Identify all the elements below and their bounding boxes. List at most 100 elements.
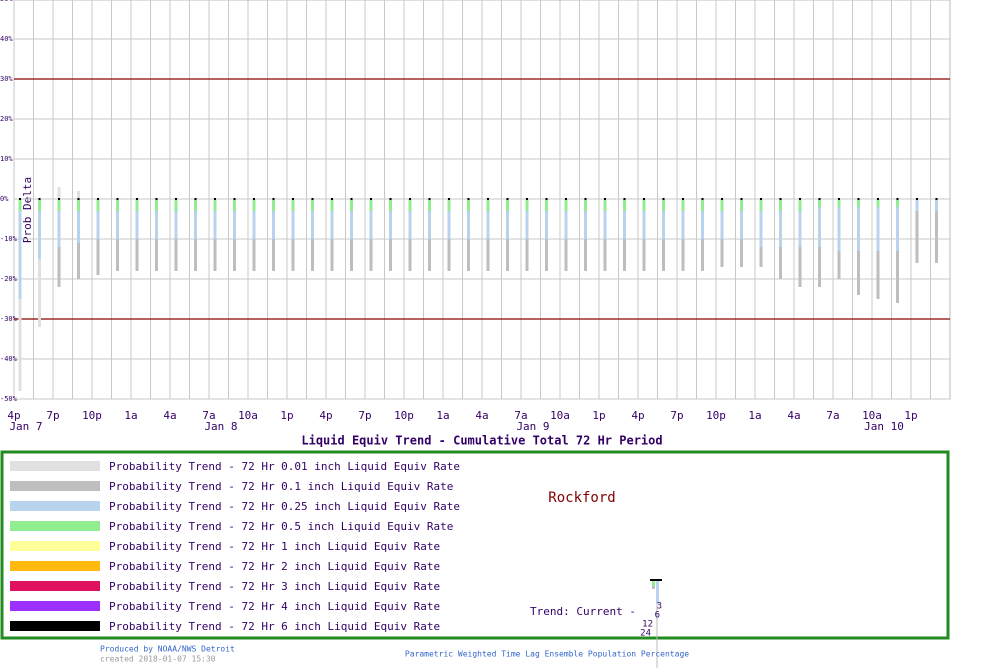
x-tick-label: 4p	[631, 409, 644, 422]
zero-dot	[19, 198, 21, 200]
trend-mini-bar	[652, 580, 655, 586]
bar	[330, 199, 334, 239]
x-date-label: Jan 8	[204, 420, 237, 433]
legend-label: Probability Trend - 72 Hr 0.5 inch Liqui…	[109, 520, 453, 533]
bar	[564, 199, 568, 211]
bar	[915, 199, 919, 263]
x-tick-label: 1p	[592, 409, 605, 422]
bar	[623, 199, 626, 211]
bar	[623, 199, 626, 239]
bar	[291, 199, 295, 211]
trend-hour: 24	[640, 629, 651, 639]
zero-dot	[701, 198, 704, 200]
trend-hour: 6	[655, 611, 660, 621]
bar	[798, 199, 802, 211]
zero-dot	[350, 198, 353, 200]
bar	[408, 199, 412, 239]
zero-dot	[409, 198, 411, 200]
bar	[18, 199, 22, 299]
bar	[662, 199, 665, 211]
legend-label: Probability Trend - 72 Hr 0.1 inch Liqui…	[109, 480, 453, 493]
bar	[876, 199, 880, 207]
y-tick-label: -20%	[0, 275, 18, 283]
zero-dot	[896, 198, 899, 200]
y-tick-label: 30%	[0, 75, 13, 83]
bar	[252, 199, 256, 239]
x-date-label: Jan 10	[864, 420, 904, 433]
zero-dot	[877, 198, 879, 200]
bar	[506, 199, 509, 211]
zero-dot	[916, 198, 918, 200]
bar	[681, 199, 685, 239]
x-tick-label: 7a	[202, 409, 215, 422]
zero-dot	[487, 198, 489, 200]
bar	[584, 199, 587, 211]
zero-dot	[838, 198, 840, 200]
bar	[38, 199, 41, 259]
bar	[311, 199, 314, 239]
bar	[116, 199, 119, 211]
y-tick-label: -50%	[0, 395, 18, 403]
zero-dot	[779, 198, 782, 200]
zero-dot	[97, 198, 99, 200]
bar	[389, 199, 392, 239]
bar	[233, 199, 236, 211]
zero-dot	[799, 198, 801, 200]
x-tick-label: 7p	[358, 409, 371, 422]
x-tick-label: 1a	[124, 409, 137, 422]
bar	[77, 191, 80, 199]
bar	[96, 199, 100, 211]
bar	[38, 199, 41, 211]
x-tick-label: 7p	[46, 409, 59, 422]
legend-label: Probability Trend - 72 Hr 2 inch Liquid …	[109, 560, 440, 573]
bar	[194, 199, 197, 239]
bar	[857, 199, 860, 251]
bar	[135, 199, 139, 211]
x-tick-label: 10p	[82, 409, 102, 422]
x-date-label: Jan 9	[516, 420, 549, 433]
zero-dot	[233, 198, 236, 200]
bar	[740, 199, 743, 211]
legend-swatch	[10, 501, 100, 511]
zero-dot	[77, 198, 80, 200]
bar	[213, 199, 217, 211]
zero-dot	[662, 198, 665, 200]
legend-label: Probability Trend - 72 Hr 4 inch Liquid …	[109, 600, 440, 613]
bar	[272, 199, 275, 239]
legend-swatch	[10, 581, 100, 591]
zero-dot	[253, 198, 255, 200]
zero-dot	[428, 198, 431, 200]
zero-dot	[331, 198, 333, 200]
x-tick-label: 4p	[7, 409, 20, 422]
y-tick-label: 20%	[0, 115, 13, 123]
bar	[155, 199, 158, 211]
created: created 2018-01-07 15:30	[100, 655, 216, 664]
legend-swatch	[10, 561, 100, 571]
x-tick-label: 7p	[670, 409, 683, 422]
bar	[57, 199, 61, 211]
bar	[603, 199, 607, 211]
bar	[252, 199, 256, 211]
bar	[506, 199, 509, 239]
x-tick-label: 10a	[550, 409, 570, 422]
bar	[486, 199, 490, 211]
trend-mini-bar	[656, 580, 659, 604]
bar	[603, 199, 607, 239]
zero-dot	[155, 198, 158, 200]
legend-label: Probability Trend - 72 Hr 3 inch Liquid …	[109, 580, 440, 593]
bar	[18, 199, 22, 211]
bar	[545, 199, 548, 239]
bar	[408, 199, 412, 211]
bar	[174, 199, 178, 239]
bar	[194, 199, 197, 211]
bar	[77, 199, 80, 211]
bar	[642, 199, 646, 239]
zero-dot	[467, 198, 470, 200]
bar	[428, 199, 431, 239]
location: Rockford	[548, 490, 615, 506]
bar	[174, 199, 178, 211]
zero-dot	[506, 198, 509, 200]
y-tick-label: -10%	[0, 235, 18, 243]
bar	[428, 199, 431, 211]
zero-dot	[194, 198, 197, 200]
